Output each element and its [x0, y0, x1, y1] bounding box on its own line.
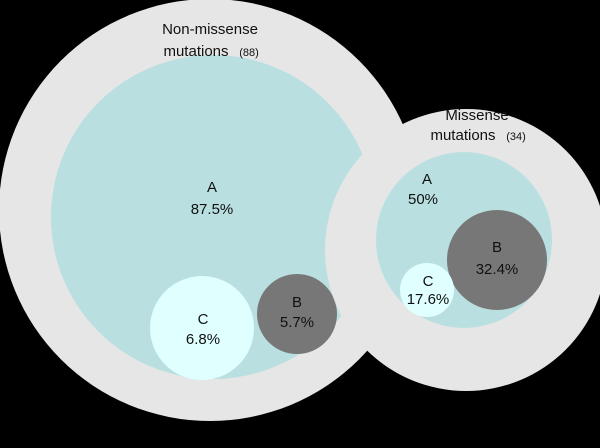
subset-percent: 50%: [408, 191, 438, 208]
subset-label: A: [422, 171, 432, 188]
group-title: Non-missense: [162, 21, 258, 38]
subset-label: C: [198, 311, 209, 328]
subset-percent: 6.8%: [186, 331, 220, 348]
subset-c-circle: [150, 276, 254, 380]
subset-percent: 32.4%: [476, 261, 519, 278]
subset-percent: 87.5%: [191, 201, 234, 218]
subset-percent: 5.7%: [280, 314, 314, 331]
subset-b-circle: [257, 274, 337, 354]
group-title: Missense: [445, 107, 508, 124]
group-count: (88): [239, 47, 259, 59]
subset-label: B: [492, 239, 502, 256]
subset-percent: 17.6%: [407, 291, 450, 308]
subset-label: A: [207, 179, 217, 196]
group-title: mutations: [163, 43, 228, 60]
group-count: (34): [506, 131, 526, 143]
subset-label: B: [292, 294, 302, 311]
group-title: mutations: [430, 127, 495, 144]
subset-c-circle: [400, 263, 454, 317]
subset-b-circle: [447, 210, 547, 310]
subset-label: C: [423, 273, 434, 290]
